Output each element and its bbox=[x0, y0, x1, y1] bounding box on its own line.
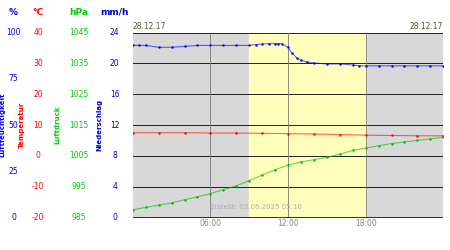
Text: 50: 50 bbox=[9, 120, 18, 130]
Text: 8: 8 bbox=[112, 151, 117, 160]
Text: 28.12.17: 28.12.17 bbox=[410, 22, 443, 31]
Text: -20: -20 bbox=[32, 213, 45, 222]
Text: hPa: hPa bbox=[69, 8, 88, 17]
Text: 4: 4 bbox=[112, 182, 117, 191]
Text: 995: 995 bbox=[72, 182, 86, 191]
Text: 100: 100 bbox=[6, 28, 21, 37]
Text: 40: 40 bbox=[33, 28, 43, 37]
Text: Luftfeuchtigkeit: Luftfeuchtigkeit bbox=[0, 93, 6, 157]
Text: Niederschlag: Niederschlag bbox=[96, 99, 102, 151]
Text: 0: 0 bbox=[112, 213, 117, 222]
Text: 16: 16 bbox=[110, 90, 120, 99]
Text: 24: 24 bbox=[110, 28, 120, 37]
Text: %: % bbox=[9, 8, 18, 17]
Text: Temperatur: Temperatur bbox=[18, 102, 25, 148]
Text: °C: °C bbox=[33, 8, 44, 17]
Text: 25: 25 bbox=[9, 167, 18, 176]
Text: 1015: 1015 bbox=[69, 120, 88, 130]
Text: 12: 12 bbox=[110, 120, 120, 130]
Text: 1005: 1005 bbox=[69, 151, 89, 160]
Text: 10: 10 bbox=[33, 120, 43, 130]
Text: 20: 20 bbox=[33, 90, 43, 99]
Text: Erstellt: 03.06.2025 05:10: Erstellt: 03.06.2025 05:10 bbox=[211, 204, 302, 210]
Text: 1045: 1045 bbox=[69, 28, 89, 37]
Text: -10: -10 bbox=[32, 182, 45, 191]
Text: 0: 0 bbox=[36, 151, 40, 160]
Text: 1025: 1025 bbox=[69, 90, 88, 99]
Text: 28.12.17: 28.12.17 bbox=[133, 22, 166, 31]
Text: 75: 75 bbox=[9, 74, 18, 83]
Text: 20: 20 bbox=[110, 59, 120, 68]
Text: 0: 0 bbox=[11, 213, 16, 222]
Text: mm/h: mm/h bbox=[100, 8, 129, 17]
Text: 30: 30 bbox=[33, 59, 43, 68]
Text: Luftdruck: Luftdruck bbox=[54, 106, 61, 144]
Text: 1035: 1035 bbox=[69, 59, 89, 68]
Bar bbox=[249, 32, 365, 218]
Text: 985: 985 bbox=[72, 213, 86, 222]
